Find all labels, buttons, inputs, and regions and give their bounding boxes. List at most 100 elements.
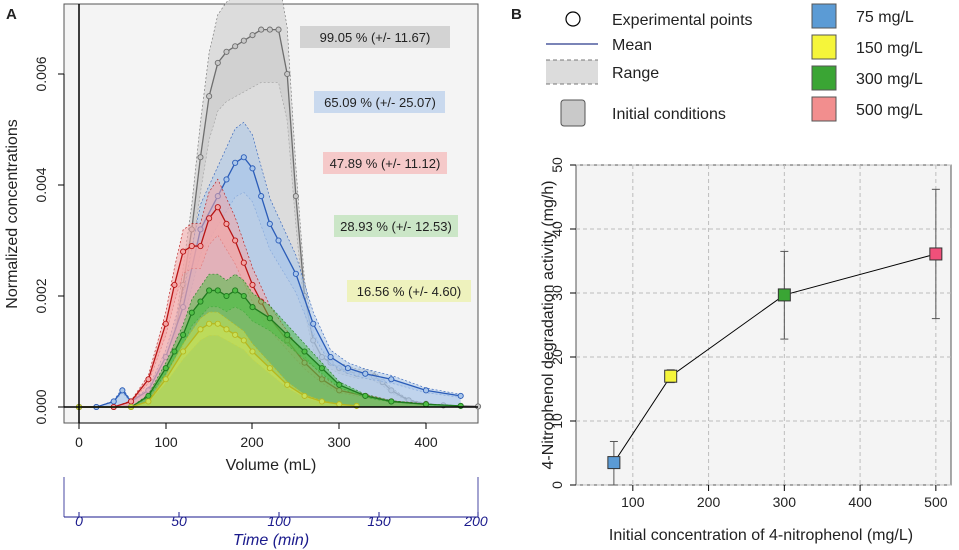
legend-left: Experimental points Mean Range Initial c…: [546, 11, 753, 127]
point-initial-conditions: [197, 154, 204, 161]
point-75-mg-l: [457, 392, 464, 399]
point-75-mg-l: [327, 353, 334, 361]
point-75-mg-l: [258, 193, 265, 200]
point-initial-conditions: [258, 26, 265, 33]
annotation-75: 65.09 % (+/- 25.07): [324, 95, 436, 110]
point-75-mg-l: [266, 220, 273, 227]
point-300-mg-l: [223, 292, 230, 300]
point-300-mg-l: [214, 287, 221, 294]
point-75-mg-l: [223, 176, 230, 183]
point-300-mg-l: [422, 401, 430, 408]
panel-b-axes: 0 10 20 30 40 50 100 200 300 400 500: [549, 157, 948, 510]
annotation-500: 47.89 % (+/- 11.12): [330, 156, 441, 171]
panel-a-label: A: [6, 6, 17, 23]
panel-a-y-label-1: 0.002: [33, 278, 49, 313]
point-500-mg-l: [249, 281, 256, 288]
panel-b-ylabel: 4-Nitrophenol degradation activity (mg/h…: [540, 180, 557, 469]
point-150-mg-l: [180, 348, 187, 355]
time-label-0: 0: [75, 513, 83, 529]
panel-a-series-group: [75, 0, 482, 411]
panel-a-x-label-2: 200: [240, 434, 264, 450]
point-75-mg-l: [310, 320, 317, 327]
point-300-mg-l: [301, 348, 308, 355]
x-tick-label-300: 300: [773, 494, 797, 510]
mean-connecting-line: [613, 253, 936, 463]
point-150-mg-l: [301, 392, 308, 399]
point-75-mg-l: [249, 165, 256, 172]
range-band-300-mg-l: [79, 273, 461, 408]
point-500-mg-l: [171, 281, 178, 288]
legend-mean: Mean: [612, 37, 652, 54]
point-300-mg-l: [188, 309, 195, 316]
point-300-mg-l: [162, 365, 169, 372]
point-500-mg-l: [214, 204, 221, 211]
point-150-mg-l: [223, 326, 230, 333]
y-tick-label-0: 0: [549, 481, 565, 489]
point-500-mg-l: [145, 376, 152, 383]
point-initial-conditions: [292, 193, 299, 200]
point-75-mg-l: [362, 370, 369, 377]
point-500-mg-l: [127, 398, 135, 405]
legend-range: Range: [612, 65, 659, 82]
point-300-mg-l: [249, 304, 256, 311]
legend-circle-icon: [565, 11, 581, 27]
point-initial-conditions: [275, 26, 282, 33]
annotation-300: 28.93 % (+/- 12.53): [340, 219, 452, 234]
y-tick-label-20: 20: [549, 349, 565, 365]
point-300-mg-l: [284, 331, 291, 338]
time-axis-title: Time (min): [233, 532, 309, 549]
annotation-150: 16.56 % (+/- 4.60): [357, 284, 461, 299]
point-150-mg-l: [145, 398, 152, 405]
x-tick-label-100: 100: [621, 494, 645, 510]
legend-75: 75 mg/L: [856, 9, 914, 26]
annotation-initial: 99.05 % (+/- 11.67): [320, 30, 431, 45]
point-150-mgL: [664, 369, 678, 383]
point-300-mg-l: [206, 287, 213, 294]
point-75-mg-l: [292, 270, 299, 277]
point-300-mg-l: [240, 292, 247, 300]
legend-experimental-points: Experimental points: [612, 12, 753, 29]
point-150-mg-l: [232, 331, 239, 338]
legend-75-swatch: [811, 3, 837, 29]
legend-right: 75 mg/L 150 mg/L 300 mg/L 500 mg/L: [811, 3, 923, 122]
y-tick-label-10: 10: [549, 413, 565, 429]
annotation-box-75: [314, 91, 445, 113]
point-150-mg-l: [197, 326, 204, 333]
point-initial-conditions: [249, 32, 256, 39]
point-500-mg-l: [180, 248, 187, 255]
point-500-mg-l: [223, 220, 230, 227]
x-tick-label-400: 400: [848, 494, 872, 510]
panel-a-xlabel: Volume (mL): [226, 457, 317, 474]
point-500-mgL: [929, 247, 943, 261]
point-300-mgL: [777, 288, 791, 302]
point-75-mg-l: [388, 376, 395, 383]
y-tick-label-50: 50: [549, 157, 565, 173]
point-75-mg-l: [119, 387, 126, 394]
point-initial-conditions: [206, 93, 213, 100]
point-150-mg-l: [318, 398, 325, 405]
panel-a-x-label-0: 0: [75, 434, 83, 450]
point-75-mg-l: [422, 387, 430, 394]
panel-a-y-label-2: 0.004: [33, 167, 49, 202]
legend-initial-icon: [560, 99, 586, 127]
time-label-1: 50: [171, 513, 187, 529]
annotation-box-initial: [300, 26, 450, 48]
y-tick-label-30: 30: [549, 285, 565, 301]
legend-150: 150 mg/L: [856, 40, 923, 57]
point-500-mg-l: [206, 215, 213, 222]
point-150-mg-l: [284, 381, 291, 388]
point-75-mgL: [607, 456, 621, 470]
panel-b-grid: [576, 164, 951, 486]
legend-500: 500 mg/L: [856, 102, 923, 119]
point-500-mg-l: [240, 259, 247, 266]
point-500-mg-l: [197, 242, 204, 250]
panel-a-ylabel: Normalized concentrations: [4, 119, 21, 308]
point-500-mg-l: [162, 320, 169, 327]
point-300-mg-l: [266, 315, 273, 322]
point-300-mg-l: [388, 398, 395, 405]
point-150-mg-l: [249, 348, 256, 355]
point-150-mg-l: [206, 320, 213, 327]
point-300-mg-l: [197, 298, 204, 305]
legend-500-swatch: [811, 96, 837, 122]
annotation-box-150: [347, 280, 471, 302]
